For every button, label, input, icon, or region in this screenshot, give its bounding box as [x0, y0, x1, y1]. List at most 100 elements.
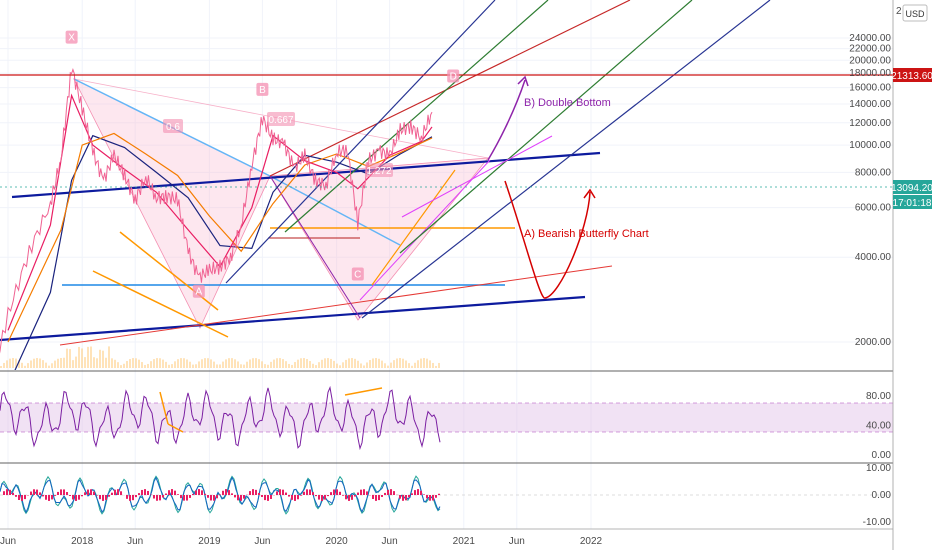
- oscillator-histogram-bar: [165, 493, 167, 495]
- volume-bar: [300, 358, 302, 368]
- oscillator-histogram-bar: [243, 495, 245, 499]
- volume-bar: [102, 350, 104, 368]
- time-axis-tick: Jun: [509, 536, 525, 547]
- volume-bar: [156, 358, 158, 368]
- volume-bar: [63, 357, 65, 368]
- ratio-label-2: 0.667: [267, 112, 295, 126]
- oscillator-histogram-bar: [225, 489, 227, 495]
- oscillator-histogram-bar: [66, 492, 68, 495]
- oscillator-histogram-bar: [126, 495, 128, 499]
- oscillator-histogram-bar: [372, 495, 374, 499]
- oscillator-histogram-bar: [393, 491, 395, 495]
- ratio-label-1: 0.6: [163, 119, 183, 133]
- oscillator-pane: [0, 475, 893, 515]
- oscillator-histogram-bar: [426, 495, 428, 499]
- oscillator-histogram-bar: [231, 493, 233, 495]
- volume-bar: [93, 357, 95, 368]
- oscillator-histogram-bar: [249, 491, 251, 495]
- oscillator-histogram-bar: [132, 495, 134, 501]
- volume-bar: [114, 359, 116, 368]
- volume-bar: [69, 349, 71, 368]
- volume-bar: [282, 359, 284, 368]
- oscillator-histogram-bar: [291, 495, 293, 500]
- volume-bar: [201, 359, 203, 368]
- oscillator-histogram-bar: [432, 495, 434, 501]
- volume-bar: [411, 365, 413, 368]
- volume-bar: [120, 365, 122, 368]
- volume-bar: [291, 364, 293, 368]
- oscillator-histogram-bar: [297, 495, 299, 500]
- volume-bar: [351, 358, 353, 368]
- volume-bar: [366, 362, 368, 368]
- oscillator-histogram-bar: [219, 494, 221, 495]
- volume-bar: [375, 358, 377, 368]
- volume-bar: [237, 361, 239, 368]
- volume-bar: [144, 364, 146, 368]
- oscillator-histogram-bar: [324, 495, 326, 500]
- oscillator-histogram-bar: [60, 489, 62, 495]
- oscillator-histogram-bar: [423, 494, 425, 495]
- rsi-band: [0, 403, 893, 432]
- pattern-point-c: C: [351, 267, 364, 281]
- rsi-line: [0, 385, 441, 451]
- volume-bar: [258, 359, 260, 368]
- pattern-point-label: C: [354, 269, 361, 280]
- oscillator-histogram-bar: [366, 491, 368, 495]
- oscillator-histogram-bar: [159, 495, 161, 501]
- volume-bar: [162, 359, 164, 368]
- harmonic-bcd-fill: [269, 157, 489, 321]
- rsi-divergence-2: [167, 423, 184, 433]
- volume-bar: [228, 358, 230, 368]
- volume-bar: [240, 364, 242, 368]
- oscillator-histogram-bar: [111, 492, 113, 495]
- price-series: [0, 67, 433, 354]
- oscillator-histogram-bar: [384, 492, 386, 495]
- volume-bar: [66, 348, 68, 368]
- oscillator-histogram-bar: [129, 495, 131, 501]
- oscillator-histogram-bar: [417, 489, 419, 495]
- volume-bar: [207, 358, 209, 368]
- volume-bar: [324, 358, 326, 368]
- oscillator-histogram-bar: [39, 492, 41, 495]
- price-axis-tick: 22000.00: [849, 44, 891, 55]
- volume-bar: [327, 358, 329, 368]
- price-axis-tick: 2000.00: [855, 337, 892, 348]
- volume-bar: [252, 358, 254, 368]
- oscillator-histogram-bar: [435, 495, 437, 498]
- volume-bar: [81, 348, 83, 368]
- countdown-tag: 17:01:18: [893, 195, 932, 209]
- volume-bar: [150, 361, 152, 368]
- volume-bar: [243, 364, 245, 368]
- time-axis-tick: Jun: [382, 536, 398, 547]
- volume-bar: [153, 359, 155, 368]
- oscillator-histogram-bar: [24, 495, 26, 500]
- oscillator-histogram-bar: [228, 490, 230, 495]
- time-axis-tick: 2018: [71, 536, 94, 547]
- oscillator-lines: [0, 475, 441, 515]
- harmonic-bd-line: [269, 175, 401, 246]
- oscillator-line-2: [0, 476, 441, 514]
- oscillator-histogram-bar: [120, 491, 122, 495]
- time-axis[interactable]: Jun 2018 Jun 2019 Jun 2020 Jun 2021 Jun 2022: [0, 536, 603, 547]
- oscillator-histogram-bar: [117, 489, 119, 495]
- volume-bar: [315, 365, 317, 368]
- oscillator-histogram-bar: [360, 489, 362, 495]
- tag-text: 17:01:18: [893, 198, 932, 209]
- volume-bar: [186, 359, 188, 368]
- price-line: [0, 67, 433, 354]
- price-axis[interactable]: 2000.00 4000.00 6000.00 8000.00 10000.00 1200…: [849, 33, 891, 528]
- oscillator-histogram-bar: [339, 491, 341, 495]
- oscillator-histogram-bar: [180, 495, 182, 499]
- oscillator-histogram-bar: [81, 495, 83, 497]
- volume-bar: [225, 359, 227, 368]
- currency-button[interactable]: USD: [902, 4, 928, 22]
- volume-bar: [111, 358, 113, 368]
- volume-bar: [90, 346, 92, 368]
- volume-bar: [417, 360, 419, 368]
- oscillator-histogram-bar: [279, 489, 281, 495]
- moving-average-line: [7, 132, 433, 343]
- price-axis-tick: 14000.00: [849, 99, 891, 110]
- oscillator-histogram-bar: [255, 489, 257, 495]
- oscillator-histogram-bar: [204, 493, 206, 495]
